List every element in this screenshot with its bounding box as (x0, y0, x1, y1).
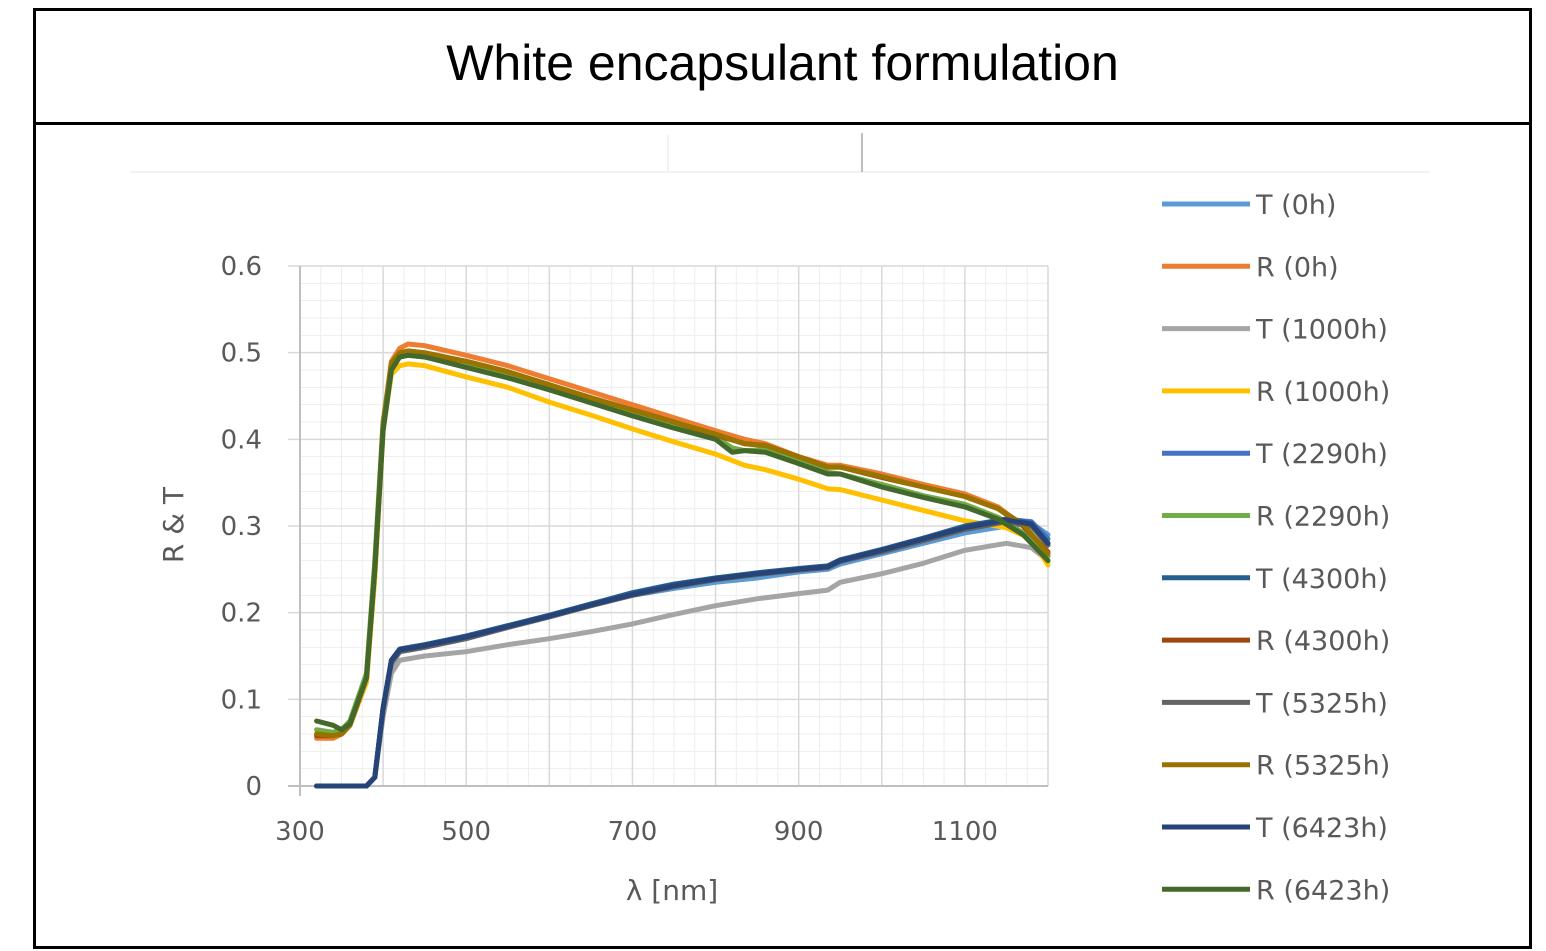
chart-title: White encapsulant formulation (446, 34, 1119, 91)
legend-item: R (6423h) (1162, 875, 1390, 906)
legend-label: R (2290h) (1256, 502, 1390, 533)
legend-label: R (6423h) (1256, 875, 1390, 906)
y-tick-label: 0 (245, 772, 262, 802)
legend-item: T (4300h) (1162, 564, 1388, 595)
axes (288, 266, 1048, 796)
legend-item: T (2290h) (1162, 439, 1388, 470)
y-axis-title: R & T (157, 486, 190, 563)
legend-item: T (5325h) (1162, 688, 1388, 719)
y-tick-label: 0.6 (221, 252, 262, 282)
legend-label: T (5325h) (1255, 688, 1388, 719)
series-line (314, 350, 1051, 739)
legend-item: R (1000h) (1162, 377, 1390, 408)
y-tick-label: 0.3 (221, 512, 262, 542)
legend-label: T (4300h) (1255, 564, 1388, 595)
legend-item: T (0h) (1162, 190, 1336, 221)
legend-label: T (6423h) (1255, 813, 1388, 844)
legend-item: T (6423h) (1162, 813, 1388, 844)
legend-label: R (5325h) (1256, 751, 1390, 782)
x-axis-title: λ [nm] (626, 874, 718, 907)
y-tick-label: 0.5 (221, 339, 262, 369)
tick-labels: 300 500 700 900 1100 0 0.1 0.2 0.3 0.4 0.5 0.6 (221, 252, 998, 847)
legend-label: R (0h) (1256, 252, 1339, 283)
x-tick-label: 700 (608, 817, 658, 847)
legend-label: R (1000h) (1256, 377, 1390, 408)
legend-item: R (0h) (1162, 252, 1339, 283)
series-line (314, 517, 1051, 789)
x-tick-label: 1100 (932, 817, 998, 847)
x-tick-label: 900 (774, 817, 824, 847)
x-tick-label: 300 (275, 817, 325, 847)
legend-item: R (5325h) (1162, 751, 1390, 782)
legend-item: R (2290h) (1162, 502, 1390, 533)
legend: T (0h) R (0h) T (1000h) R (1000h) T (2290h) R… (1162, 190, 1390, 906)
figure-frame: White encapsulant formulation (33, 8, 1532, 949)
legend-label: T (1000h) (1255, 315, 1388, 346)
gridlines (288, 265, 1049, 787)
series-line (314, 352, 1051, 733)
legend-item: T (1000h) (1162, 315, 1388, 346)
series-lines (314, 341, 1051, 789)
y-tick-label: 0.2 (221, 599, 262, 629)
y-tick-label: 0.4 (221, 425, 262, 455)
y-tick-label: 0.1 (221, 685, 262, 715)
plot-header-strip (130, 133, 1430, 173)
x-tick-label: 500 (441, 817, 491, 847)
legend-label: T (0h) (1255, 190, 1336, 221)
legend-label: T (2290h) (1255, 439, 1388, 470)
legend-item: R (4300h) (1162, 626, 1390, 657)
legend-label: R (4300h) (1256, 626, 1390, 657)
title-row: White encapsulant formulation (36, 11, 1529, 125)
